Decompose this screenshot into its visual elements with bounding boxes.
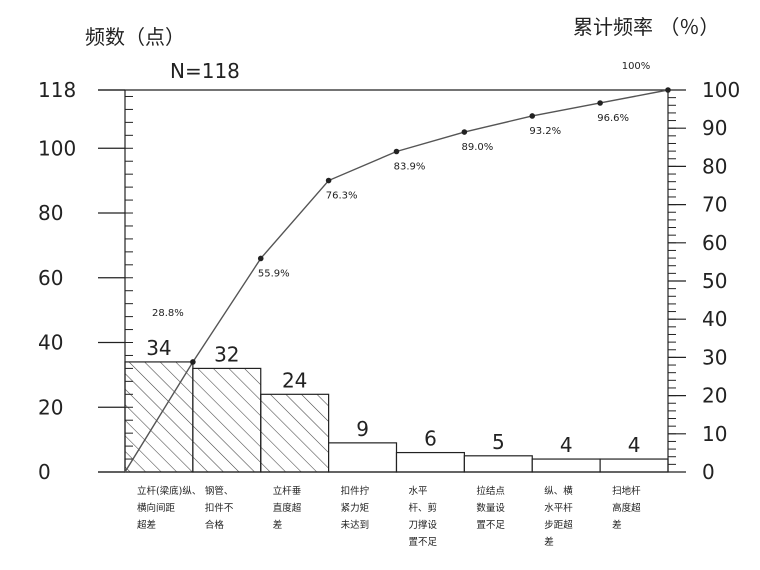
bar-8 [599, 458, 669, 473]
right-tick-label-9: 90 [702, 116, 727, 140]
axes [98, 89, 686, 473]
cumulative-label-2: 55.9% [258, 268, 290, 279]
right-tick-label-10: 100 [702, 78, 740, 102]
cumulative-label-4: 83.9% [394, 162, 426, 173]
right-tick-label-7: 70 [702, 193, 727, 217]
bar-value-label-8: 4 [628, 433, 641, 457]
cumulative-point-6 [529, 113, 536, 119]
left-tick-label-5: 100 [38, 136, 76, 160]
left-tick-label-6: 118 [38, 78, 76, 102]
right-tick-label-2: 20 [702, 384, 727, 408]
left-tick-label-1: 20 [38, 395, 63, 419]
right-tick-label-1: 10 [702, 422, 727, 446]
bar-4 [328, 442, 398, 473]
category-label-2: 钢管、扣件不合格 [205, 485, 234, 531]
left-tick-label-2: 40 [38, 331, 63, 355]
cumulative-point-7 [597, 100, 603, 106]
bar-2 [192, 367, 262, 473]
bar-value-label-6: 5 [492, 430, 505, 454]
right-tick-label-8: 80 [702, 154, 727, 178]
cumulative-point-2 [257, 255, 264, 262]
category-label-6: 拉结点数量设置不足 [476, 485, 505, 531]
cumulative-label-7: 96.6% [597, 113, 629, 124]
bar-6 [463, 455, 533, 473]
right-tick-label-0: 0 [702, 460, 715, 484]
category-label-4: 扣件拧紧力矩未达到 [341, 485, 370, 531]
bar-value-label-4: 9 [356, 417, 369, 441]
right-tick-label-5: 50 [702, 269, 727, 293]
cumulative-label-8: 100% [622, 61, 651, 72]
bar-7 [531, 458, 601, 473]
left-tick-label-4: 80 [38, 201, 63, 225]
cumulative-label-3: 76.3% [326, 191, 358, 202]
category-label-1: 立杆(梁底)纵、横向间距超差 [137, 485, 201, 531]
bar-value-label-5: 6 [424, 427, 437, 451]
category-label-8: 扫地杆高度超差 [612, 485, 641, 531]
category-label-5: 水平杆、剪刀撑设置不足 [408, 485, 437, 548]
cumulative-label-5: 89.0% [461, 142, 493, 153]
bar-value-label-3: 24 [282, 368, 307, 392]
right-tick-label-4: 40 [702, 307, 727, 331]
cumulative-point-3 [325, 177, 332, 184]
cumulative-point-4 [393, 148, 400, 155]
bar-5 [395, 451, 465, 473]
left-axis-title: 频数（点） [85, 25, 185, 49]
cumulative-point-8 [665, 87, 671, 93]
bar-value-label-1: 34 [146, 336, 171, 360]
bars [124, 361, 669, 473]
left-tick-label-0: 0 [38, 460, 51, 484]
cumulative-label-6: 93.2% [529, 126, 561, 137]
bar-3 [260, 393, 330, 473]
labels: 34 立杆(梁底)纵、横向间距超差 32 钢管、扣件不合格 24 立杆垂直度超差 9 扣件拧紧… [38, 61, 740, 548]
total-count-label: N=118 [170, 59, 240, 83]
category-label-3: 立杆垂直度超差 [273, 485, 302, 531]
bar-value-label-7: 4 [560, 433, 573, 457]
right-tick-label-6: 60 [702, 231, 727, 255]
cumulative-point-1 [190, 359, 196, 365]
cumulative-point-5 [461, 129, 468, 135]
left-tick-label-3: 60 [38, 266, 63, 290]
bar-value-label-2: 32 [214, 342, 239, 366]
category-label-7: 纵、横水平杆步距超差 [544, 485, 573, 548]
cumulative-label-1: 28.8% [152, 308, 184, 319]
right-axis-title: 累计频率 （％） [573, 15, 719, 39]
cumulative-line [124, 87, 671, 473]
right-tick-label-3: 30 [702, 345, 727, 369]
